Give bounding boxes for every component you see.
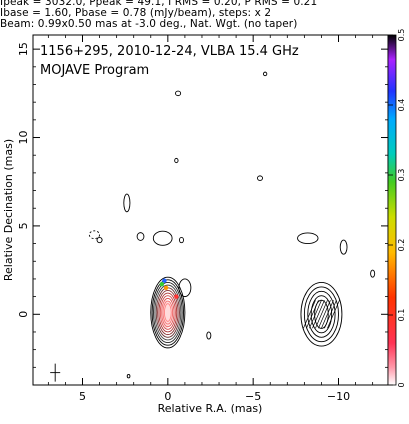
- colorbar-tick-label: 0.2: [397, 239, 406, 252]
- core-contour: [151, 279, 184, 346]
- jet-hatch: [324, 300, 337, 329]
- axis-ticks: [33, 35, 388, 385]
- small-contour: [136, 232, 145, 241]
- small-contour: [178, 278, 192, 298]
- x-tick-label: 5: [79, 390, 86, 403]
- jet-hatch: [327, 300, 340, 329]
- core-contour: [163, 303, 172, 322]
- small-contour: [96, 236, 103, 244]
- axis-tick-labels: 5 0 −5 −10 0 5 10 15: [17, 42, 350, 403]
- small-contour: [339, 239, 348, 255]
- core-contour: [158, 292, 178, 333]
- polarization-marks: [159, 278, 179, 299]
- small-contour: [370, 269, 376, 278]
- polarization-mark: [162, 278, 167, 283]
- y-tick-label: 15: [17, 42, 30, 56]
- image-header: Ipeak = 3032.0, Ppeak = 49.1, I RMS = 0.…: [0, 0, 409, 30]
- jet-contour: [314, 299, 329, 329]
- colorbar-tick-label: 0.4: [397, 99, 406, 112]
- chart-subtitle: MOJAVE Program: [40, 63, 149, 78]
- jet-hatch: [306, 300, 319, 329]
- polarization-mark: [174, 294, 179, 299]
- small-contour: [206, 331, 212, 340]
- small-contour: [262, 71, 268, 77]
- jet-hatch: [318, 300, 331, 329]
- contour-layer: [50, 71, 376, 382]
- small-contour: [297, 232, 319, 245]
- jet-hatch: [303, 300, 316, 329]
- jet-hatch: [315, 300, 328, 329]
- colorbar: [387, 34, 397, 386]
- jet-contour: [310, 295, 333, 334]
- y-tick-label: 10: [17, 131, 30, 145]
- x-tick-label: 0: [164, 390, 171, 403]
- jet-hatch: [312, 300, 325, 329]
- chart-title: 1156+295, 2010-12-24, VLBA 15.4 GHz: [40, 44, 299, 59]
- x-tick-label: −5: [245, 390, 261, 403]
- small-contour: [123, 193, 131, 213]
- jet-hatch: [321, 300, 334, 329]
- polarization-mark: [159, 282, 165, 287]
- y-tick-label: 5: [17, 222, 30, 229]
- core-contour: [162, 300, 174, 325]
- small-contour: [88, 230, 101, 240]
- core-contour: [161, 297, 175, 328]
- core-intensity: [160, 300, 173, 329]
- header-line-2: Ibase = 1.60, Pbase = 0.78 (mJy/beam), s…: [0, 7, 272, 19]
- polarization-mark: [163, 285, 169, 290]
- jet-contour: [300, 282, 343, 347]
- jet-hatch: [309, 300, 322, 329]
- core-contour: [157, 289, 179, 336]
- colorbar-tick-label: 0.3: [397, 169, 406, 182]
- colorbar-tick-label: 0.1: [397, 309, 406, 322]
- small-contour: [178, 236, 184, 244]
- header-line-3: Beam: 0.99x0.50 mas at -3.0 deg., Nat. W…: [0, 18, 298, 30]
- x-tick-label: −10: [327, 390, 350, 403]
- jet-contour: [307, 290, 336, 338]
- colorbar-tick-label: 0.5: [397, 29, 406, 42]
- small-contour: [174, 157, 179, 164]
- y-tick-label: 0: [17, 311, 30, 318]
- colorbar-tick-label: 0: [397, 382, 406, 387]
- y-axis-label: Relative Decination (mas): [2, 139, 15, 281]
- small-contour: [175, 90, 182, 97]
- small-contour: [256, 175, 264, 181]
- core-contour: [159, 295, 176, 330]
- header-line-1: Ipeak = 3032.0, Ppeak = 49.1, I RMS = 0.…: [0, 0, 318, 8]
- jet-contour: [303, 286, 339, 343]
- small-contour: [152, 230, 173, 246]
- x-axis-label: Relative R.A. (mas): [158, 402, 263, 415]
- core-contour: [153, 282, 183, 344]
- core-contour: [150, 276, 186, 349]
- core-contour: [154, 284, 182, 341]
- small-contour: [126, 373, 131, 379]
- colorbar-ticks: 0 0.1 0.2 0.3 0.4 0.5: [388, 29, 406, 388]
